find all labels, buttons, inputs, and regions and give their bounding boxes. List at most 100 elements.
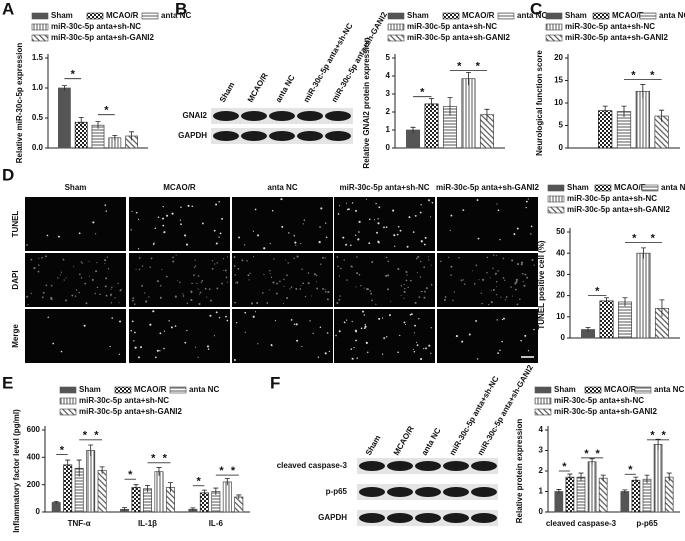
cell-dot xyxy=(104,263,106,265)
y-tick-label: 2 xyxy=(386,107,391,116)
y-axis-label: TUNEL positive cell (%) xyxy=(537,240,546,330)
blot-band xyxy=(443,487,469,497)
cell-dot xyxy=(492,288,495,291)
micrograph xyxy=(129,253,230,307)
cell-dot xyxy=(418,296,421,299)
cell-dot xyxy=(88,260,90,262)
cell-dot xyxy=(450,274,452,276)
cell-dot xyxy=(490,301,493,304)
bar xyxy=(653,444,663,513)
cell-dot xyxy=(110,295,112,297)
cell-dot xyxy=(105,210,107,212)
cell-dot xyxy=(428,199,430,202)
blot-row-label: p-p65 xyxy=(326,487,348,496)
cell-dot xyxy=(365,198,368,200)
legend-swatch xyxy=(442,12,460,20)
cell-dot xyxy=(96,286,99,289)
significance-mark: * xyxy=(219,465,224,477)
error-bar xyxy=(659,109,665,122)
cell-dot xyxy=(520,339,522,342)
cell-dot xyxy=(364,325,367,328)
legend-label: anta NC xyxy=(654,385,684,394)
cell-dot xyxy=(360,284,362,287)
cell-dot xyxy=(394,245,396,247)
cell-dot xyxy=(378,317,381,320)
blot-band xyxy=(415,487,441,497)
cell-dot xyxy=(270,276,273,278)
cell-dot xyxy=(477,237,480,240)
cell-dot xyxy=(137,218,140,220)
error-bar xyxy=(484,108,490,121)
cell-dot xyxy=(274,320,277,322)
cell-dot xyxy=(514,282,517,285)
cell-dot xyxy=(490,289,492,291)
cell-dot xyxy=(248,279,250,281)
cell-dot xyxy=(249,272,251,275)
cell-dot xyxy=(110,293,112,296)
cell-dot xyxy=(234,301,237,304)
cell-dot xyxy=(423,243,426,246)
cell-dot xyxy=(111,317,114,319)
cell-dot xyxy=(408,216,411,219)
error-bar xyxy=(53,500,59,504)
blot-band xyxy=(387,487,413,497)
legend-swatch xyxy=(545,12,563,20)
blot-band xyxy=(269,111,295,121)
cell-dot xyxy=(270,343,273,346)
legend-label: miR-30c-5p anta+sh-NC xyxy=(79,396,169,405)
cell-dot xyxy=(448,256,450,258)
cell-dot xyxy=(96,262,98,264)
cell-dot xyxy=(75,289,78,291)
significance-mark: * xyxy=(231,465,236,477)
legend-label: miR-30c-5p anta+sh-GANI2 xyxy=(79,407,182,416)
cell-dot xyxy=(60,274,62,276)
cell-dot xyxy=(378,241,380,244)
cell-dot xyxy=(430,283,433,286)
bar xyxy=(598,477,608,513)
cell-dot xyxy=(461,340,464,343)
cell-dot xyxy=(522,280,524,283)
significance-mark: * xyxy=(562,461,567,473)
blot-band xyxy=(359,461,385,471)
cell-dot xyxy=(363,327,366,330)
legend-label: anta NC xyxy=(189,385,219,394)
cell-dot xyxy=(360,327,363,330)
cell-dot xyxy=(41,256,43,259)
cell-dot xyxy=(355,209,358,212)
cell-dot xyxy=(354,234,357,236)
legend-swatch xyxy=(534,397,552,405)
cell-dot xyxy=(397,267,400,271)
blot-band xyxy=(443,513,469,523)
cell-dot xyxy=(179,219,181,221)
cell-dot xyxy=(386,336,388,338)
y-tick-label: 10 xyxy=(554,98,563,107)
legend-swatch xyxy=(114,386,132,394)
y-axis-label: Relative protein expression xyxy=(515,419,524,524)
legend-swatch xyxy=(387,23,405,31)
y-tick-label: 5 xyxy=(386,53,391,62)
cell-dot xyxy=(219,232,222,235)
cell-dot xyxy=(324,352,327,355)
micrograph xyxy=(25,197,126,251)
cell-dot xyxy=(81,262,84,264)
cell-dot xyxy=(497,352,500,354)
bar xyxy=(154,471,164,513)
cell-dot xyxy=(338,298,341,301)
cell-dot xyxy=(214,263,216,265)
cell-dot xyxy=(218,316,221,319)
cell-dot xyxy=(309,320,311,322)
cell-dot xyxy=(403,297,405,299)
error-bar xyxy=(190,507,196,511)
y-tick-label: 30 xyxy=(556,270,565,279)
cell-dot xyxy=(215,311,218,314)
cell-dot xyxy=(165,275,168,278)
legend-swatch xyxy=(387,34,405,42)
y-tick-label: 600 xyxy=(27,425,41,434)
cell-dot xyxy=(152,243,155,246)
cell-dot xyxy=(180,223,182,226)
cell-dot xyxy=(343,259,345,261)
cell-dot xyxy=(199,294,201,296)
cell-dot xyxy=(515,280,518,283)
cell-dot xyxy=(283,278,285,281)
cell-dot xyxy=(252,315,255,318)
